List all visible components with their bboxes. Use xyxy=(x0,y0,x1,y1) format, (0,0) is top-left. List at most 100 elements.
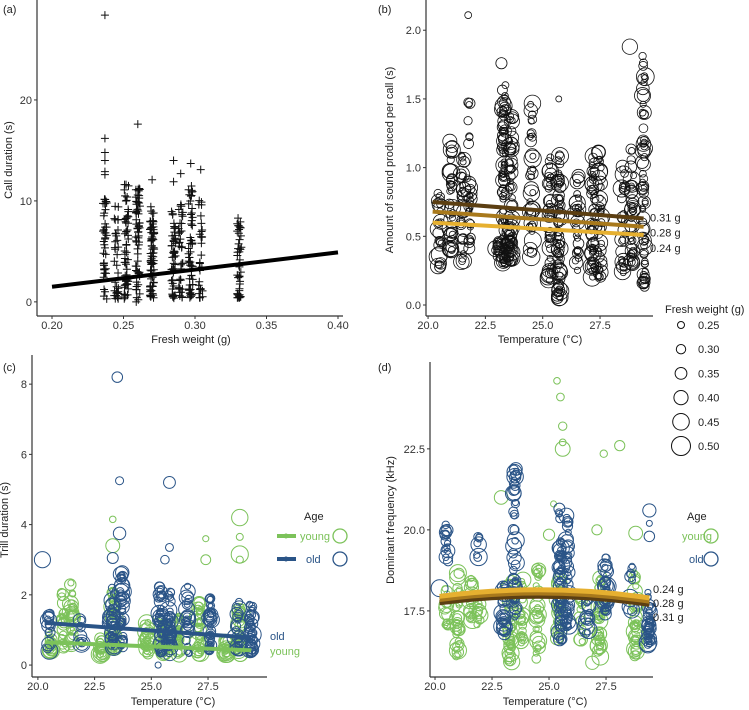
data-point-plus xyxy=(197,251,206,260)
data-point-plus xyxy=(185,284,194,293)
data-point-plus xyxy=(167,241,176,250)
data-point-circle xyxy=(641,267,649,275)
data-point-old xyxy=(158,591,166,600)
data-point-circle xyxy=(528,110,537,119)
data-point-plus xyxy=(234,214,243,223)
data-point-plus xyxy=(113,250,122,259)
legend-circle-young xyxy=(332,528,348,544)
data-point-old xyxy=(165,587,176,598)
data-point-plus xyxy=(135,219,144,228)
data-point-young xyxy=(589,636,608,655)
data-point-young xyxy=(614,440,626,452)
data-point-circle xyxy=(572,237,585,250)
data-point-plus xyxy=(178,293,187,302)
data-point-young xyxy=(467,614,475,623)
data-point-circle xyxy=(588,152,598,163)
data-point-circle xyxy=(568,255,584,270)
data-point-circle xyxy=(435,235,446,246)
x-axis-title-c: Temperature (°C) xyxy=(131,696,215,708)
y-tick-label: 1.5 xyxy=(406,94,421,106)
data-point-old xyxy=(184,594,193,603)
data-point-old xyxy=(154,661,162,669)
data-point-circle xyxy=(637,275,651,289)
data-point-circle xyxy=(638,61,649,71)
data-point-plus xyxy=(175,228,184,237)
data-point-old xyxy=(163,476,176,489)
data-point-young xyxy=(68,589,77,598)
data-point-young xyxy=(518,626,527,636)
data-point-plus xyxy=(169,156,178,165)
data-point-old xyxy=(165,649,174,658)
data-point-plus xyxy=(234,239,243,248)
data-point-circle xyxy=(526,129,535,138)
data-point-old xyxy=(115,595,127,608)
data-point-plus xyxy=(198,225,207,234)
data-point-young xyxy=(235,532,244,541)
data-point-circle xyxy=(640,183,648,191)
data-point-plus xyxy=(188,221,197,230)
data-point-circle xyxy=(504,136,518,150)
x-tick-label: 25.0 xyxy=(532,320,553,332)
data-point-circle xyxy=(634,87,651,105)
data-point-circle xyxy=(552,262,568,278)
data-point-young xyxy=(453,627,461,636)
data-point-circle xyxy=(591,145,606,159)
data-point-plus xyxy=(132,220,141,229)
fit-line xyxy=(432,199,644,221)
data-point-plus xyxy=(100,156,109,165)
data-point-old xyxy=(645,633,653,641)
data-point-circle xyxy=(552,175,563,186)
data-point-young xyxy=(449,569,466,586)
data-point-young xyxy=(448,641,467,660)
data-point-circle xyxy=(496,141,508,152)
data-point-plus xyxy=(149,217,158,226)
data-point-plus xyxy=(235,279,244,288)
fit-line-031 xyxy=(439,593,650,607)
data-point-old xyxy=(243,610,260,626)
data-point-old xyxy=(564,551,573,560)
size-legend-circle xyxy=(671,436,691,456)
data-point-old xyxy=(158,649,166,657)
data-point-plus xyxy=(168,292,177,301)
data-point-circle xyxy=(584,244,602,263)
size-legend-label: 0.45 xyxy=(698,417,719,429)
data-point-old xyxy=(496,610,512,626)
data-point-plus xyxy=(113,288,122,297)
data-point-old xyxy=(248,606,256,615)
legend-circle-young xyxy=(703,528,719,544)
y-tick-label: 8 xyxy=(21,379,27,391)
data-point-circle xyxy=(641,74,649,82)
data-point-circle xyxy=(499,172,508,181)
data-point-circle xyxy=(458,257,466,266)
data-point-old xyxy=(112,526,127,541)
x-tick-label: 22.5 xyxy=(84,681,105,693)
data-point-circle xyxy=(442,140,461,159)
data-point-plus xyxy=(121,191,130,200)
data-point-plus xyxy=(149,225,158,234)
data-point-plus xyxy=(100,269,109,278)
data-point-circle xyxy=(554,156,563,165)
data-point-circle xyxy=(453,253,470,271)
data-point-plus xyxy=(133,120,142,129)
data-point-old xyxy=(562,621,572,632)
data-point-young xyxy=(518,632,528,641)
data-point-young xyxy=(56,587,67,598)
panel-label-b: (b) xyxy=(378,4,391,16)
data-point-circle xyxy=(546,153,555,162)
data-point-circle xyxy=(522,247,541,267)
data-point-old xyxy=(509,524,520,535)
data-point-circle xyxy=(506,112,514,121)
data-point-old xyxy=(234,640,243,648)
data-point-circle xyxy=(574,204,583,212)
data-point-plus xyxy=(124,219,133,228)
data-point-circle xyxy=(504,142,517,156)
data-point-young xyxy=(67,579,75,587)
data-point-circle xyxy=(464,11,473,19)
data-point-old xyxy=(112,566,129,583)
data-point-young xyxy=(535,571,543,579)
data-point-circle xyxy=(640,138,648,146)
data-point-old xyxy=(113,598,130,615)
data-point-old xyxy=(233,603,241,611)
data-point-circle xyxy=(504,230,514,240)
data-point-young xyxy=(554,440,571,457)
